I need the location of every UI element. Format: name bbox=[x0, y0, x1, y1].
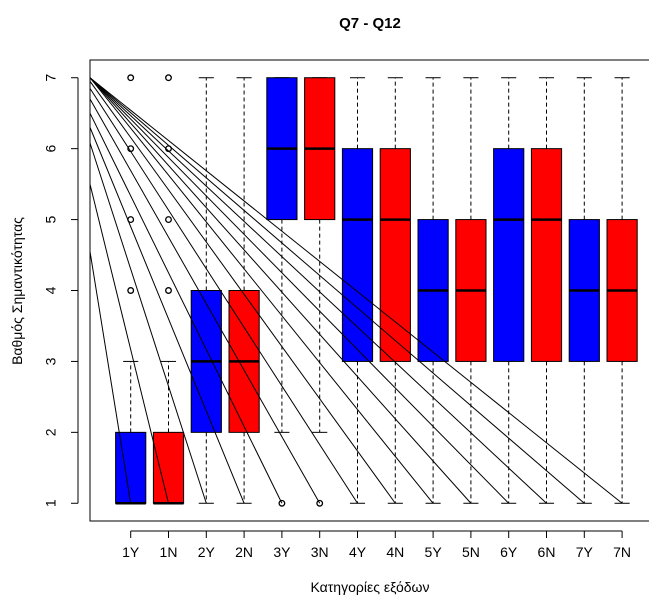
overlay-line-6 bbox=[89, 88, 358, 504]
box-2Y bbox=[190, 77, 222, 504]
box-body-1N bbox=[152, 431, 185, 504]
box-4N bbox=[379, 77, 411, 504]
overlay-line-9 bbox=[89, 77, 472, 504]
box-7N bbox=[606, 77, 638, 504]
x-tick-label-7N: 7N bbox=[613, 544, 631, 560]
box-1Y bbox=[115, 74, 147, 505]
y-tick-label-5: 5 bbox=[43, 215, 59, 223]
overlay-line-4 bbox=[89, 112, 283, 504]
x-tick-label-7Y: 7Y bbox=[576, 544, 594, 560]
x-tick-label-5Y: 5Y bbox=[425, 544, 443, 560]
box-3Y bbox=[266, 77, 298, 507]
y-axis-label: Βαθμός Σημαντικότητας bbox=[9, 217, 25, 365]
box-5N bbox=[455, 77, 487, 504]
x-tick-label-4N: 4N bbox=[386, 544, 404, 560]
overlay-line-2 bbox=[89, 142, 207, 504]
y-tick-label-2: 2 bbox=[43, 428, 59, 436]
box-4Y bbox=[341, 77, 374, 504]
overlay-line-10 bbox=[89, 77, 510, 504]
outlier-1Y-3 bbox=[127, 74, 135, 82]
overlay-line-7 bbox=[89, 80, 396, 504]
box-6N bbox=[530, 77, 563, 504]
overlay-line-3 bbox=[89, 127, 245, 504]
box-body-6N bbox=[530, 148, 563, 362]
overlay-line-12 bbox=[89, 77, 585, 504]
overlay-lines bbox=[89, 77, 623, 504]
x-tick-label-2N: 2N bbox=[235, 544, 253, 560]
box-1N bbox=[152, 74, 185, 505]
plot-frame bbox=[89, 59, 649, 522]
y-tick-label-3: 3 bbox=[43, 357, 59, 365]
x-tick-label-5N: 5N bbox=[462, 544, 480, 560]
x-tick-label-3N: 3N bbox=[311, 544, 329, 560]
x-tick-label-4Y: 4Y bbox=[349, 544, 367, 560]
y-tick-label-1: 1 bbox=[43, 499, 59, 507]
box-3N bbox=[304, 77, 336, 507]
outlier-1Y-0 bbox=[127, 287, 135, 294]
y-tick-label-7: 7 bbox=[43, 74, 59, 82]
box-body-1Y bbox=[115, 431, 147, 504]
x-tick-label-3Y: 3Y bbox=[273, 544, 291, 560]
x-tick-label-6N: 6N bbox=[538, 544, 556, 560]
outlier-3Y-0 bbox=[278, 499, 286, 507]
box-2N bbox=[228, 77, 260, 504]
axes: 1 2 3 4 5 6 7 1Y 1N 2Y 2N 3Y 3N 4Y 4N 5Y 5N 6Y 6N 7Y 7N bbox=[43, 74, 631, 560]
outlier-3N-0 bbox=[316, 499, 324, 507]
outlier-1N-0 bbox=[165, 287, 172, 294]
box-body-4N bbox=[379, 148, 411, 362]
overlay-line-5 bbox=[89, 98, 321, 504]
outlier-1N-3 bbox=[165, 74, 172, 82]
x-tick-label-6Y: 6Y bbox=[500, 544, 518, 560]
overlay-line-11 bbox=[89, 77, 547, 504]
box-body-4Y bbox=[341, 148, 374, 362]
x-axis-label: Κατηγορίες εξόδων bbox=[311, 579, 430, 595]
x-tick-label-1N: 1N bbox=[160, 544, 178, 560]
box-7Y bbox=[568, 77, 600, 504]
box-body-6Y bbox=[493, 148, 525, 362]
overlay-line-8 bbox=[89, 77, 434, 504]
y-tick-label-4: 4 bbox=[43, 286, 59, 294]
x-tick-label-2Y: 2Y bbox=[198, 544, 216, 560]
x-tick-label-1Y: 1Y bbox=[122, 544, 140, 560]
box-5Y bbox=[417, 77, 449, 504]
overlay-line-13 bbox=[89, 77, 623, 504]
box-6Y bbox=[493, 77, 525, 504]
plot-area bbox=[115, 74, 638, 507]
outlier-1N-1 bbox=[165, 216, 172, 224]
chart-title: Q7 - Q12 bbox=[339, 15, 401, 32]
y-tick-label-6: 6 bbox=[43, 145, 59, 153]
overlay-line-0 bbox=[89, 251, 132, 504]
overlay-line-1 bbox=[89, 183, 169, 504]
